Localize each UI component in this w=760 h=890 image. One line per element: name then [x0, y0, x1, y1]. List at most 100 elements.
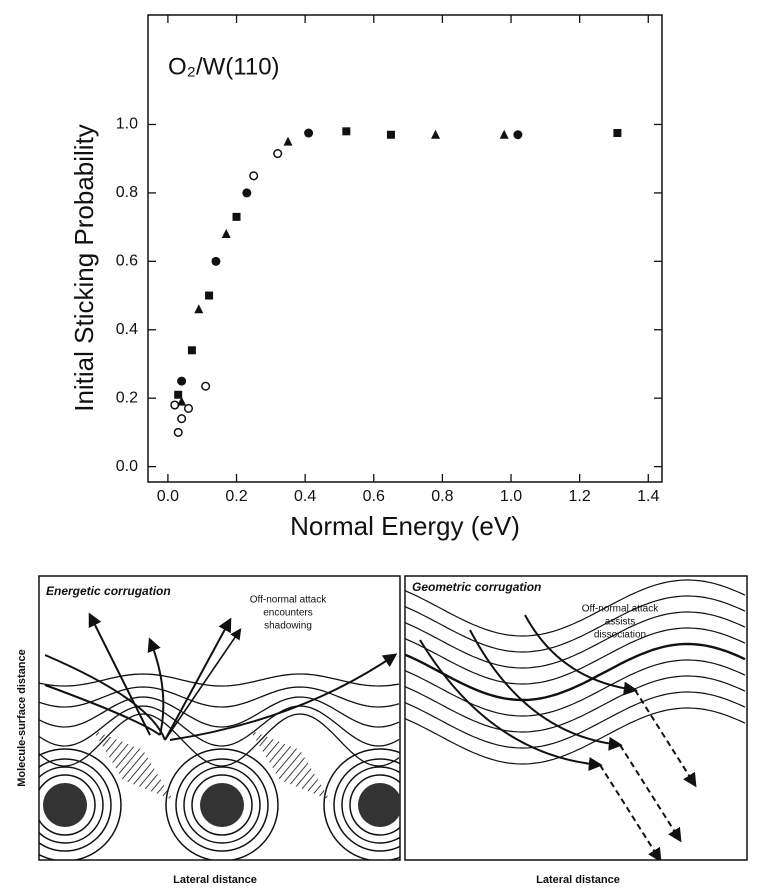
plot-frame: [147, 14, 663, 483]
point: [174, 390, 183, 399]
x-tick-label: 0.4: [294, 488, 316, 505]
contour: [175, 758, 269, 852]
trajectory: [164, 628, 242, 741]
contour: [405, 595, 746, 653]
contour: [39, 696, 400, 728]
contour: [333, 758, 400, 852]
contour: [39, 713, 400, 767]
atom: [200, 783, 244, 827]
diagram-frame: [38, 575, 401, 861]
contour: [323, 748, 400, 860]
trajectory: [164, 617, 232, 741]
energetic-schematic: [39, 612, 400, 860]
point: [431, 129, 441, 139]
point: [232, 212, 241, 221]
trajectory: [599, 764, 662, 860]
diagram-note: dissociation: [594, 630, 646, 641]
diagram-note: Off-normal attack: [250, 595, 328, 606]
contour: [405, 675, 746, 733]
trajectory: [419, 639, 603, 771]
y-tick-label: 0.0: [116, 458, 138, 475]
diagrams: Energetic corrugation Geometric corrugat…: [16, 575, 748, 886]
diagram-note: assists: [605, 617, 636, 628]
hatched-region: [93, 730, 173, 800]
contour: [39, 766, 104, 844]
contour: [39, 774, 96, 836]
trajectory: [634, 689, 697, 788]
trajectory: [169, 653, 398, 741]
diagram-y-label: Molecule-surface distance: [16, 649, 28, 787]
x-tick-label: 0.6: [363, 488, 385, 505]
diagram-x-label: Lateral distance: [536, 874, 620, 886]
contour: [405, 627, 746, 685]
point: [304, 128, 314, 138]
contour: [191, 774, 253, 836]
y-tick-label: 0.2: [116, 389, 138, 406]
point: [613, 129, 622, 138]
point: [205, 291, 214, 300]
y-tick-label: 0.8: [116, 184, 138, 201]
diagram-note: encounters: [263, 608, 312, 619]
point: [187, 346, 196, 355]
trajectory: [619, 744, 682, 843]
y-axis-label: Initial Sticking Probability: [69, 124, 99, 412]
point: [211, 256, 221, 266]
x-tick-label: 0.2: [225, 488, 247, 505]
contour: [405, 611, 746, 669]
x-tick-label: 1.4: [637, 488, 659, 505]
point: [283, 136, 293, 146]
point: [386, 130, 395, 139]
point: [342, 127, 351, 136]
contour: [39, 705, 400, 747]
contour: [405, 659, 746, 717]
diagram-title: Geometric corrugation: [412, 580, 541, 594]
point: [249, 171, 259, 181]
y-tick-label: 1.0: [116, 116, 138, 133]
atom: [43, 783, 87, 827]
contour: [405, 579, 746, 637]
diagram-frame: [404, 575, 748, 861]
geometric-schematic: [405, 579, 746, 860]
point: [221, 228, 231, 238]
point: [177, 376, 187, 386]
contour: [405, 642, 746, 702]
diagram-note: shadowing: [264, 621, 312, 632]
diagram-x-label: Lateral distance: [173, 874, 257, 886]
contour: [349, 774, 400, 836]
point: [177, 414, 187, 424]
x-tick-label: 0.8: [431, 488, 453, 505]
point: [273, 149, 283, 159]
contour: [183, 766, 261, 844]
point: [513, 130, 523, 140]
point: [194, 304, 204, 314]
trajectory: [44, 684, 161, 736]
trajectory: [524, 614, 638, 696]
contour: [39, 758, 112, 852]
point: [173, 427, 183, 437]
x-tick-label: 0.0: [157, 488, 179, 505]
annotation: O₂/W(110): [168, 53, 280, 80]
hatched-region: [250, 730, 330, 800]
point: [177, 396, 187, 406]
atom: [358, 783, 400, 827]
x-tick-label: 1.0: [500, 488, 522, 505]
point: [242, 188, 252, 198]
contour: [165, 748, 279, 860]
trajectory: [88, 612, 151, 736]
contour: [39, 748, 122, 860]
point: [183, 403, 194, 413]
diagram-note: Off-normal attack: [582, 604, 660, 615]
contour: [405, 707, 746, 765]
point: [201, 381, 211, 391]
contour: [39, 686, 400, 708]
point: [499, 129, 509, 139]
y-tick-label: 0.6: [116, 253, 138, 270]
x-axis-label: Normal Energy (eV): [290, 511, 520, 541]
diagram-title: Energetic corrugation: [46, 584, 171, 598]
x-tick-label: 1.2: [569, 488, 591, 505]
contour: [405, 691, 746, 749]
contour: [341, 766, 400, 844]
trajectory: [469, 629, 623, 751]
y-tick-label: 0.4: [116, 321, 138, 338]
